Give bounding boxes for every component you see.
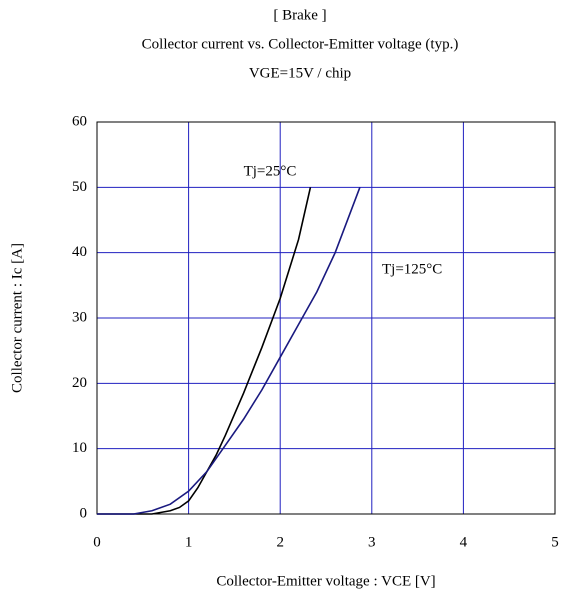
plot-frame	[96, 121, 556, 515]
line-series	[97, 187, 312, 515]
line-series	[97, 187, 361, 515]
y-tick-label: 20	[72, 375, 87, 391]
chart-subtitle: Collector current vs. Collector-Emitter …	[142, 36, 459, 52]
chart-title: [ Brake ]	[273, 7, 326, 23]
chart-subtitle: VGE=15V / chip	[249, 65, 351, 81]
x-axis-label: Collector-Emitter voltage : VCE [V]	[216, 573, 435, 589]
series-label: Tj=125°C	[382, 261, 442, 277]
series-label: Tj=25°C	[244, 163, 297, 179]
y-tick-label: 60	[72, 113, 87, 129]
x-tick-label: 1	[185, 534, 193, 550]
x-tick-label: 2	[276, 534, 284, 550]
y-tick-label: 10	[72, 440, 87, 456]
y-tick-label: 0	[80, 505, 88, 521]
x-tick-label: 4	[460, 534, 468, 550]
x-tick-label: 0	[93, 534, 101, 550]
y-axis-label: Collector current : Ic [A]	[9, 243, 25, 393]
x-tick-label: 3	[368, 534, 376, 550]
y-tick-label: 40	[72, 244, 87, 260]
y-tick-label: 50	[72, 179, 87, 195]
x-tick-label: 5	[551, 534, 559, 550]
y-tick-label: 30	[72, 309, 87, 325]
